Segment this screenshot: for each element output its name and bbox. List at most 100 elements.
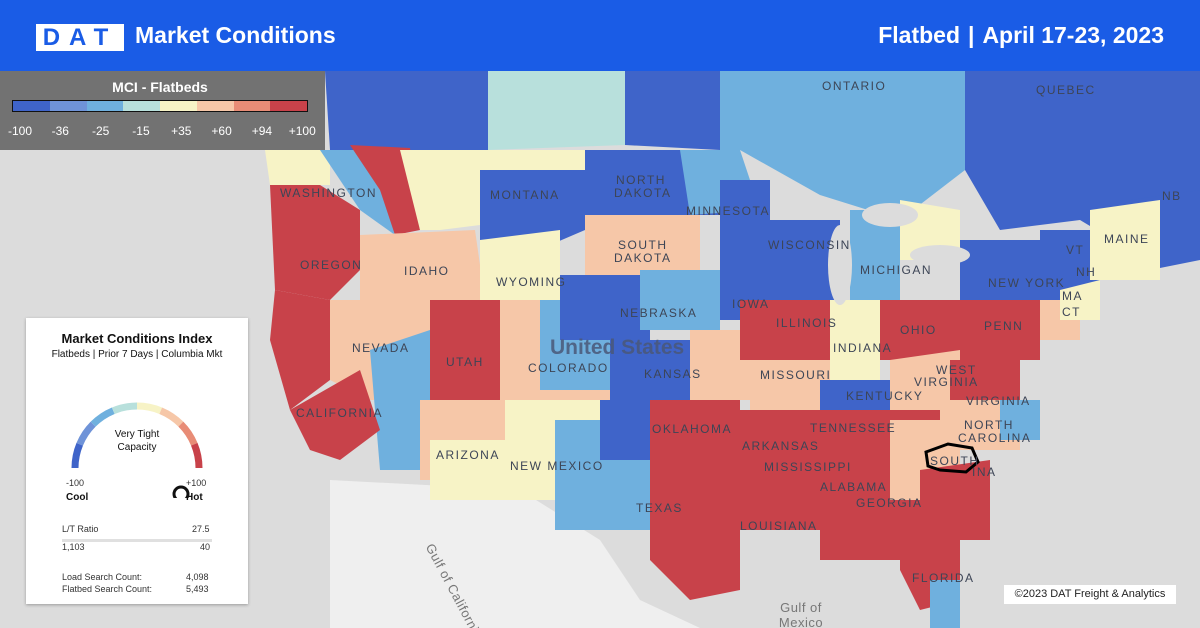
flatbed-search-label: Flatbed Search Count:: [62, 584, 153, 594]
gauge-segment-4: [136, 402, 163, 415]
label-united-states: United States: [550, 336, 685, 359]
legend-tick-3: -15: [132, 124, 150, 138]
label-north-carolina-1: NORTH: [964, 418, 1014, 432]
gauge-segment-6: [178, 421, 198, 446]
label-north-dakota-2: DAKOTA: [614, 186, 672, 200]
label-vermont: VT: [1066, 243, 1085, 257]
label-ohio: OHIO: [900, 323, 937, 337]
label-maine: MAINE: [1104, 232, 1150, 246]
label-texas: TEXAS: [636, 501, 683, 515]
header-separator: |: [968, 22, 975, 48]
label-quebec: QUEBEC: [1036, 83, 1096, 97]
gauge-status-line-1: Very Tight: [114, 429, 160, 440]
dat-logo: DAT: [36, 24, 124, 51]
label-tennessee: TENNESSEE: [810, 421, 897, 435]
legend-swatch-2: [86, 101, 124, 111]
page-title: Market Conditions: [135, 22, 336, 48]
load-search-label: Load Search Count:: [62, 572, 143, 582]
label-oklahoma: OKLAHOMA: [652, 422, 733, 436]
gauge-status: Very Tight Capacity: [92, 428, 182, 454]
label-ontario: ONTARIO: [822, 79, 887, 93]
label-montana: MONTANA: [490, 188, 560, 202]
legend-swatch-7: [270, 101, 307, 111]
flatbed-search-value: 5,493: [186, 584, 209, 594]
gauge-cool-label: Cool: [66, 492, 89, 503]
gauge-status-line-2: Capacity: [117, 442, 157, 453]
legend-swatch-1: [49, 101, 87, 111]
legend-tick-2: -25: [91, 124, 110, 138]
equipment-type: Flatbed: [878, 22, 960, 48]
gauge-segment-7: [190, 442, 203, 469]
card-subtitle: Flatbeds | Prior 7 Days | Columbia Mkt: [51, 349, 223, 360]
header-bar: DAT Market Conditions Flatbed | April 17-2…: [0, 0, 1200, 71]
label-indiana: INDIANA: [833, 341, 893, 355]
legend-color-scale: [12, 100, 308, 112]
label-idaho: IDAHO: [404, 264, 450, 278]
label-nebraska: NEBRASKA: [620, 306, 698, 320]
lt-ratio-label: L/T Ratio: [62, 524, 99, 534]
label-virginia: VIRGINIA: [966, 394, 1031, 408]
label-mississippi: MISSISSIPPI: [764, 460, 852, 474]
card-title: Market Conditions Index: [61, 331, 213, 346]
label-illinois: ILLINOIS: [776, 316, 838, 330]
label-ct: CT: [1062, 305, 1081, 319]
legend-tick-1: -36: [51, 124, 69, 138]
gauge-indicator: [172, 485, 190, 498]
legend-swatch-6: [233, 101, 271, 111]
mci-map[interactable]: ONTARIO QUEBEC NB WASHINGTON MONTANA NOR…: [0, 71, 1200, 628]
label-washington: WASHINGTON: [280, 186, 378, 200]
label-north-carolina-2: CAROLINA: [958, 431, 1032, 445]
label-utah: UTAH: [446, 355, 484, 369]
label-florida: FLORIDA: [912, 571, 975, 585]
legend-tick-6: +94: [251, 124, 273, 138]
gauge-max-label: +100: [186, 478, 207, 488]
label-south-dakota-1: SOUTH: [618, 238, 668, 252]
label-gulf-mexico-1: Gulf of: [780, 600, 822, 615]
label-colorado: COLORADO: [528, 361, 609, 375]
legend-tick-4: +35: [171, 124, 192, 138]
label-california: CALIFORNIA: [296, 406, 384, 420]
label-wyoming: WYOMING: [496, 275, 567, 289]
mci-card: Market Conditions Index Flatbeds | Prior…: [26, 318, 248, 604]
label-kansas: KANSAS: [644, 367, 702, 381]
label-new-york: NEW YORK: [988, 276, 1066, 290]
label-georgia: GEORGIA: [856, 496, 923, 510]
label-minnesota: MINNESOTA: [686, 204, 770, 218]
legend-swatch-3: [123, 101, 160, 111]
load-search-value: 4,098: [186, 572, 209, 582]
label-michigan: MICHIGAN: [860, 263, 932, 277]
copyright-notice: ©2023 DAT Freight & Analytics: [1004, 585, 1176, 604]
gauge-segment-2: [90, 407, 115, 427]
lt-ratio-value: 27.5: [192, 524, 210, 534]
lt-ratio-bar: [62, 539, 212, 542]
mci-legend: MCI - Flatbeds -100 -36 -25 -15 +35 +60 +94 +10…: [0, 71, 325, 150]
gauge-segment-1: [76, 421, 96, 446]
lt-loads: 1,103: [62, 542, 85, 552]
legend-tick-0: -100: [7, 124, 33, 138]
label-north-dakota-1: NORTH: [616, 173, 666, 187]
header-info: Flatbed | April 17-23, 2023: [878, 22, 1164, 49]
map-canvas: [0, 71, 1200, 628]
label-arkansas: ARKANSAS: [742, 439, 820, 453]
legend-title: MCI - Flatbeds: [112, 79, 208, 95]
legend-tick-7: +100: [288, 124, 316, 138]
legend-tick-5: +60: [211, 124, 232, 138]
label-gulf-mexico: Gulf of Mexico: [774, 600, 828, 628]
label-alabama: ALABAMA: [820, 480, 888, 494]
gauge-min-label: -100: [66, 478, 85, 488]
legend-swatch-4: [160, 101, 197, 111]
mci-gauge: [71, 402, 203, 498]
gauge-segment-5: [159, 407, 184, 427]
label-iowa: IOWA: [732, 297, 770, 311]
gauge-hot-label: Hot: [186, 492, 203, 503]
label-ma: MA: [1062, 289, 1083, 303]
label-new-mexico: NEW MEXICO: [510, 459, 604, 473]
label-kentucky: KENTUCKY: [846, 389, 924, 403]
label-south-carolina-2: INA: [972, 465, 997, 479]
label-south-carolina: SOUTH: [930, 454, 980, 468]
label-louisiana: LOUISIANA: [740, 519, 818, 533]
legend-ticks: -100 -36 -25 -15 +35 +60 +94 +100: [0, 124, 325, 140]
lt-trucks: 40: [200, 542, 211, 552]
legend-swatch-0: [13, 101, 50, 111]
gauge-segment-3: [111, 402, 138, 415]
